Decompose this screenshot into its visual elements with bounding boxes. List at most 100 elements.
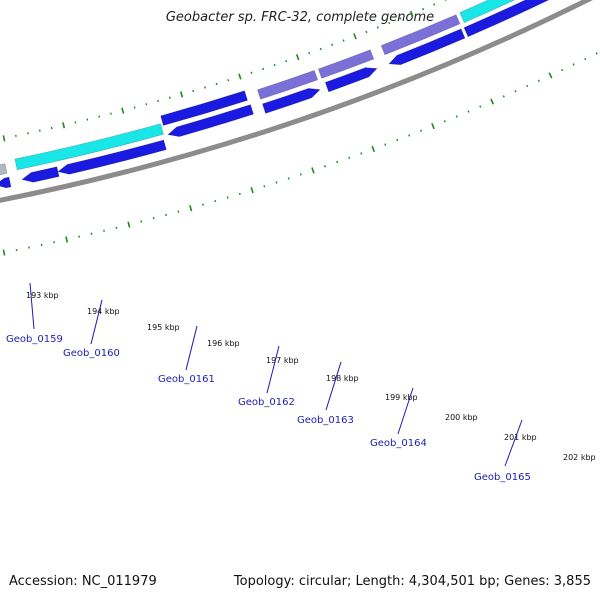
minor-tick [145,103,148,106]
minor-tick [103,229,105,232]
minor-tick [262,67,265,71]
minor-tick [421,7,425,11]
major-tick [371,145,376,153]
minor-tick [227,79,230,82]
minor-tick [287,177,290,180]
gene-label[interactable]: Geob_0162 [238,397,295,408]
gene-feature[interactable] [160,90,248,126]
minor-tick [74,121,77,124]
minor-tick [433,3,436,6]
leader-line [266,345,280,394]
gene-label[interactable]: Geob_0164 [370,438,427,449]
minor-tick [467,110,470,113]
major-tick [295,54,300,61]
minor-tick [165,213,167,217]
gene-label[interactable]: Geob_0163 [297,415,354,426]
gene-label[interactable]: Geob_0161 [158,374,215,385]
gene-feature[interactable] [257,70,319,100]
gene-feature[interactable] [262,88,321,114]
minor-tick [238,192,241,195]
minor-tick [157,99,160,103]
gene-feature[interactable] [0,176,12,189]
kbp-label: 194 kbp [87,307,120,316]
leader-line [90,299,103,345]
minor-tick [376,26,379,29]
gene-features [0,0,596,189]
minor-tick [420,129,423,132]
minor-tick [331,43,334,46]
minor-tick [561,68,564,72]
minor-tick [502,95,505,98]
major-tick [179,91,184,98]
minor-tick [526,84,529,88]
minor-tick [514,90,517,93]
gene-feature[interactable] [388,28,466,66]
minor-tick [388,21,391,25]
minor-tick [455,115,458,118]
gene-label[interactable]: Geob_0159 [6,334,63,345]
major-tick [250,186,254,194]
minor-tick [595,52,598,55]
gene-feature[interactable] [380,14,461,56]
minor-tick [336,160,339,164]
minor-tick [263,185,266,188]
major-tick [409,10,414,17]
gene-feature[interactable] [57,139,167,175]
kbp-label: 198 kbp [326,374,359,383]
gene-labels: Geob_0159 Geob_0160 Geob_0161 Geob_0162 … [6,334,531,483]
major-tick [431,123,435,130]
minor-tick [537,79,540,82]
major-tick [62,122,66,129]
minor-tick [273,63,276,67]
minor-tick [584,57,587,61]
gene-label-leaders [29,282,523,467]
gene-label[interactable]: Geob_0165 [474,472,531,483]
minor-tick [299,173,302,176]
major-tick [127,221,131,228]
leader-line [29,282,35,330]
minor-tick [140,220,143,223]
leader-line [185,325,198,371]
kbp-label: 199 kbp [385,393,418,402]
minor-tick [342,39,345,42]
minor-tick [110,112,112,115]
kbp-label: 196 kbp [207,339,240,348]
minor-tick [214,199,217,203]
gene-feature[interactable] [317,49,375,79]
gene-feature[interactable] [324,67,378,93]
gene-feature[interactable] [463,0,596,38]
minor-tick [384,143,387,146]
minor-tick [204,86,206,89]
gene-label[interactable]: Geob_0160 [63,348,120,359]
kbp-label: 201 kbp [504,433,537,442]
leader-line [325,361,342,411]
minor-tick [408,134,411,137]
gene-feature[interactable] [167,104,254,137]
major-tick [353,33,357,40]
backbone-arc [0,0,593,203]
gene-feature[interactable] [0,163,8,176]
gene-feature[interactable] [21,166,60,183]
minor-tick [365,30,368,34]
gene-feature[interactable] [14,123,164,171]
minor-tick [319,47,322,51]
minor-tick [115,226,118,229]
major-tick [548,72,553,79]
minor-tick [226,196,229,199]
minor-tick [152,217,155,220]
kbp-label: 195 kbp [147,323,180,332]
map-title: Geobacter sp. FRC-32, complete genome [165,10,435,25]
minor-tick [324,165,327,168]
gene-feature[interactable] [459,0,593,24]
minor-tick [396,138,399,142]
kbp-label: 197 kbp [266,356,299,365]
minor-tick [133,106,136,109]
minor-tick [443,120,446,123]
major-tick [490,98,495,105]
minor-tick [479,105,482,108]
minor-tick [168,96,171,99]
minor-tick [399,17,402,20]
genome-summary-text: Topology: circular; Length: 4,304,501 bp… [233,574,591,589]
kbp-label: 193 kbp [26,291,59,300]
